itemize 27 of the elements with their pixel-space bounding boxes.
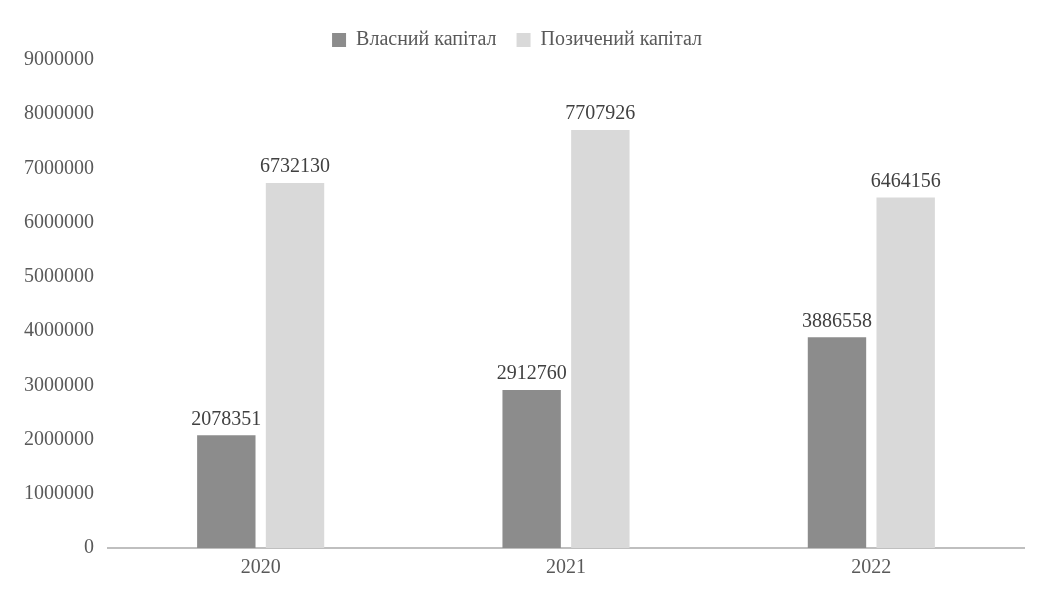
y-tick-label: 5000000: [24, 264, 94, 287]
x-tick-label: 2021: [546, 555, 586, 578]
data-label: 2912760: [496, 361, 567, 384]
data-label: 2078351: [191, 406, 262, 429]
bar: [502, 390, 561, 548]
bar: [876, 197, 935, 548]
bar: [807, 337, 867, 548]
data-label: 6732130: [260, 154, 331, 177]
y-tick-label: 3000000: [24, 372, 94, 395]
y-tick-label: 2000000: [24, 426, 94, 449]
data-label: 6464156: [870, 168, 941, 191]
x-tick-label: 2022: [851, 555, 892, 578]
legend-label: Власний капітал: [356, 27, 497, 50]
legend-label: Позичений капітал: [540, 27, 702, 50]
data-label: 3886558: [801, 308, 872, 331]
bar: [571, 130, 630, 548]
y-tick-label: 0: [84, 535, 94, 558]
data-label: 7707926: [565, 101, 636, 124]
bar: [265, 182, 325, 548]
y-tick-label: 7000000: [24, 155, 94, 178]
y-tick-label: 6000000: [24, 209, 94, 232]
x-tick-label: 2020: [240, 555, 281, 578]
y-tick-label: 8000000: [24, 101, 94, 124]
y-tick-label: 1000000: [24, 481, 94, 504]
bar: [197, 435, 256, 548]
y-tick-label: 4000000: [24, 318, 94, 341]
y-tick-label: 9000000: [24, 47, 94, 70]
